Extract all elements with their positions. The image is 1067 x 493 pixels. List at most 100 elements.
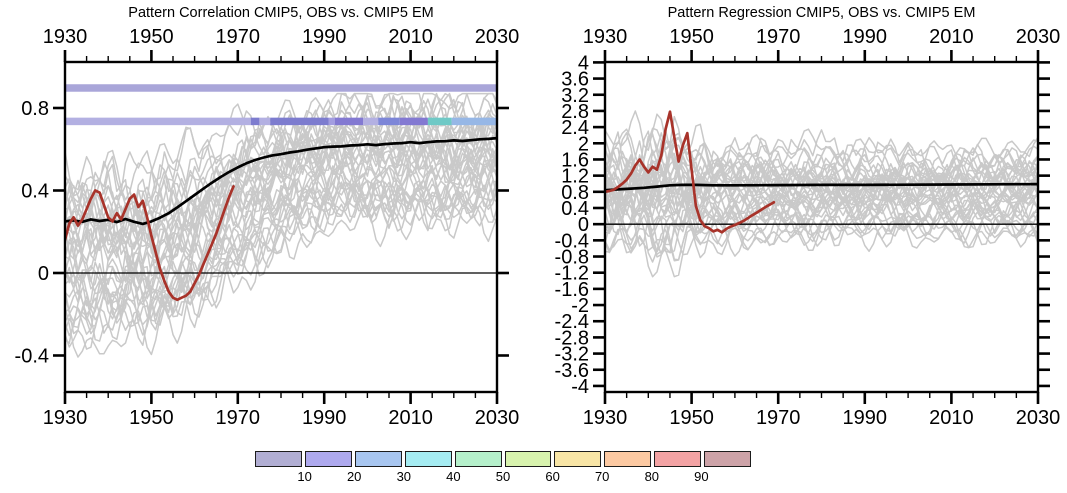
significance-band-segment [399, 117, 428, 126]
ensemble-mean-line [605, 182, 1038, 192]
pattern-regression-plot: 1930 1930 1950 1950 1970 1970 1990 1990 2010 2010… [555, 26, 1061, 429]
significance-band-segment [427, 117, 452, 126]
y-tick-label: -0.4 [15, 345, 49, 367]
x-tick-label-top: 1970 [216, 26, 261, 48]
y-tick-label: 0.4 [21, 180, 49, 202]
ensemble-member-line [605, 141, 1038, 202]
ensemble-member-line [605, 127, 1038, 178]
ensemble-member-line [605, 165, 1038, 219]
y-tick-label: 0 [578, 214, 589, 236]
ensemble-member-line [605, 158, 1038, 219]
ensemble-member-line [605, 192, 1038, 254]
ensemble-member-line [605, 208, 1038, 278]
ensemble-member-line [65, 165, 497, 313]
y-tick-label: -2.8 [555, 327, 589, 349]
colorbar-tick-label: 40 [446, 469, 461, 484]
x-tick-label-bottom: 2030 [475, 407, 520, 429]
pattern-correlation-axes: 1930 1930 1950 1950 1970 1970 1990 1990 2010 2010… [15, 26, 520, 429]
colorbar-box-10 [704, 451, 752, 467]
significance-band-segment [250, 117, 260, 126]
ensemble-member-line [65, 189, 497, 342]
ensemble-mean-line [65, 136, 497, 226]
y-tick-label: 1.6 [561, 149, 589, 171]
x-tick-label-top: 1990 [302, 26, 347, 48]
y-tick-label: 0.8 [21, 98, 49, 120]
colorbar-box-6 [504, 451, 552, 467]
colorbar-box-4 [404, 451, 452, 467]
colorbar-box-1 [255, 451, 302, 467]
significance-band-segment [451, 117, 497, 126]
y-tick-label: -2 [571, 295, 589, 317]
colorbar-box-3 [354, 451, 402, 467]
x-tick-label-bottom: 1930 [43, 407, 88, 429]
x-tick-label-bottom: 1990 [302, 407, 347, 429]
ensemble-member-line [65, 134, 497, 293]
colorbar-tick-label: 50 [495, 469, 511, 484]
x-tick-label-top: 2030 [475, 26, 520, 48]
x-tick-label-top: 1970 [756, 26, 801, 48]
colorbar-tick-label: 90 [694, 469, 709, 484]
significance-band-segment [65, 84, 497, 92]
y-tick-label: -4 [571, 376, 589, 398]
y-tick-label: 3.2 [561, 85, 589, 107]
x-tick-label-bottom: 1950 [129, 407, 174, 429]
x-tick-label-bottom: 1970 [756, 407, 801, 429]
colorbar-tick-label: 60 [545, 469, 560, 484]
colorbar-tick-label: 70 [594, 469, 610, 484]
x-tick-label-bottom: 1990 [843, 407, 888, 429]
colorbar-box-7 [554, 451, 602, 467]
colorbar-box-9 [654, 451, 702, 467]
y-tick-label: -0.8 [555, 247, 589, 269]
left-chart-title: Pattern Correlation CMIP5, OBS vs. CMIP5… [128, 5, 434, 21]
x-tick-label-top: 2030 [1016, 26, 1061, 48]
x-tick-label-top: 1950 [129, 26, 174, 48]
y-tick-label: -1.6 [555, 279, 589, 301]
pattern-correlation-plot: 1930 1930 1950 1950 1970 1970 1990 1990 2010 2010… [15, 26, 520, 429]
ensemble-member-line [605, 163, 1038, 217]
ensemble-member-line [65, 173, 497, 327]
ensemble-member-line [605, 176, 1038, 232]
ensemble-member-line [65, 137, 497, 304]
colorbar-box-8 [604, 451, 652, 467]
y-tick-label: 1.2 [561, 166, 589, 188]
significance-band-segment [363, 117, 379, 126]
right-chart-title: Pattern Regression CMIP5, OBS vs. CMIP5 … [667, 5, 976, 21]
x-tick-label-top: 1950 [669, 26, 714, 48]
observation-line [605, 110, 776, 234]
significance-band-segment [328, 117, 335, 126]
colorbar-tick-label: 10 [297, 469, 312, 484]
colorbar-boxes [255, 451, 752, 467]
y-tick-label: 0.4 [561, 198, 589, 220]
y-tick-label: 2.8 [561, 101, 589, 123]
colorbar-tick-label: 20 [346, 469, 362, 484]
significance-band-segment [378, 117, 400, 126]
x-tick-label-top: 1930 [43, 26, 88, 48]
ensemble-member-line [65, 92, 497, 216]
pattern-regression-axes: 1930 1930 1950 1950 1970 1970 1990 1990 2010 2010… [555, 26, 1061, 429]
significance-band-segment [335, 117, 364, 126]
ensemble-member-line [605, 212, 1038, 263]
pattern-correlation-data-layer [65, 84, 497, 358]
x-tick-label-top: 2010 [388, 26, 433, 48]
y-tick-label: 0 [38, 263, 49, 285]
x-tick-label-bottom: 2030 [1016, 407, 1061, 429]
y-tick-label: 2.4 [561, 117, 589, 139]
percentile-colorbar: 10 20 30 40 50 60 70 80 90 [255, 451, 752, 487]
ensemble-member-line [65, 117, 497, 259]
x-tick-label-top: 1930 [583, 26, 628, 48]
ensemble-member-line [65, 92, 497, 209]
observation-line [65, 185, 235, 302]
ensemble-member-line [605, 159, 1038, 221]
x-tick-label-bottom: 1950 [669, 407, 714, 429]
significance-band-segment [259, 117, 271, 126]
colorbar-box-5 [454, 451, 502, 467]
x-tick-label-top: 2010 [929, 26, 974, 48]
y-tick-label: 4 [578, 52, 589, 74]
x-tick-label-bottom: 2010 [929, 407, 974, 429]
y-tick-label: -3.6 [555, 360, 589, 382]
pattern-regression-data-layer [605, 110, 1038, 278]
ensemble-member-line [65, 184, 497, 350]
significance-band-segment [65, 117, 251, 126]
